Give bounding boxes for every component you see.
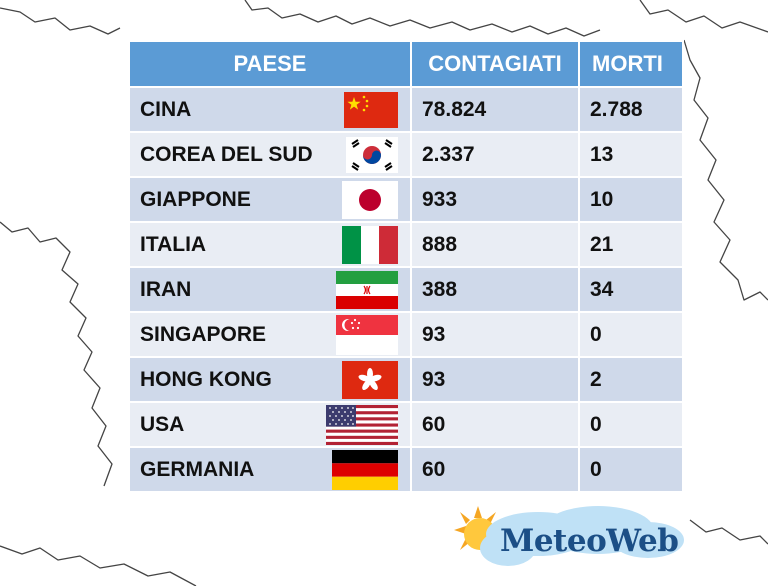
table-header-row: PAESE CONTAGIATI MORTI [128,40,684,88]
meteoweb-logo-text: MeteoWeb [500,523,679,559]
infected-cell: 78.824 [410,86,580,133]
table-row: CINA 78.824 2.788 [128,86,684,133]
deaths-cell: 2 [578,356,684,403]
infected-cell: 60 [410,401,580,448]
table-row: HONG KONG 93 2 [128,356,684,403]
south-korea-flag-icon [346,136,398,173]
table-row: SINGAPORE 93 0 [128,311,684,358]
country-name: USA [140,412,185,436]
country-name: SINGAPORE [140,322,267,346]
header-infected: CONTAGIATI [410,40,580,88]
deaths-cell: 21 [578,221,684,268]
table-row: GERMANIA 60 0 [128,446,684,493]
country-cell: USA [128,401,412,448]
usa-flag-icon [326,404,398,445]
infected-cell: 93 [410,311,580,358]
table-row: ITALIA 888 21 [128,221,684,268]
infected-cell: 93 [410,356,580,403]
country-cell: CINA [128,86,412,133]
header-deaths: MORTI [578,40,684,88]
country-cell: IRAN [128,266,412,313]
deaths-cell: 0 [578,401,684,448]
map-outline-right-coast [683,39,768,301]
country-name: IRAN [140,277,192,301]
table-row: IRAN 388 34 [128,266,684,313]
country-cell: SINGAPORE [128,311,412,358]
deaths-cell: 0 [578,311,684,358]
table-row: USA [128,401,684,448]
map-outline-top-right [639,0,768,33]
country-name: GIAPPONE [140,187,251,211]
infected-cell: 2.337 [410,131,580,178]
deaths-cell: 13 [578,131,684,178]
country-name: COREA DEL SUD [140,142,313,166]
header-country: PAESE [128,40,412,88]
deaths-cell: 2.788 [578,86,684,133]
country-name: GERMANIA [140,457,255,481]
singapore-flag-icon [336,314,398,355]
infected-cell: 388 [410,266,580,313]
deaths-cell: 34 [578,266,684,313]
country-cell: GERMANIA [128,446,412,493]
country-cell: HONG KONG [128,356,412,403]
map-outline-top-center [244,0,601,37]
country-cell: COREA DEL SUD [128,131,412,178]
map-outline-bottom-right [689,519,768,545]
country-name: ITALIA [140,232,207,256]
infected-cell: 60 [410,446,580,493]
map-outline-bottom-left [0,545,197,586]
country-name: HONG KONG [140,367,272,391]
italy-flag-icon [342,225,398,264]
table-row: GIAPPONE 933 10 [128,176,684,223]
deaths-cell: 10 [578,176,684,223]
deaths-cell: 0 [578,446,684,493]
sun-cloud-icon [454,506,684,566]
country-name: CINA [140,97,192,121]
country-cell: GIAPPONE [128,176,412,223]
china-flag-icon [344,91,398,128]
map-outline-top-left [0,7,121,35]
country-cell: ITALIA [128,221,412,268]
map-outline-left-coast [0,221,113,487]
covid-cases-table: PAESE CONTAGIATI MORTI CINA 78.824 2.788 [128,40,684,493]
hong-kong-flag-icon [342,360,398,399]
infected-cell: 933 [410,176,580,223]
table-row: COREA DEL SUD 2.337 13 [128,131,684,178]
infected-cell: 888 [410,221,580,268]
iran-flag-icon [336,270,398,309]
germany-flag-icon [332,449,398,490]
japan-flag-icon [342,180,398,219]
